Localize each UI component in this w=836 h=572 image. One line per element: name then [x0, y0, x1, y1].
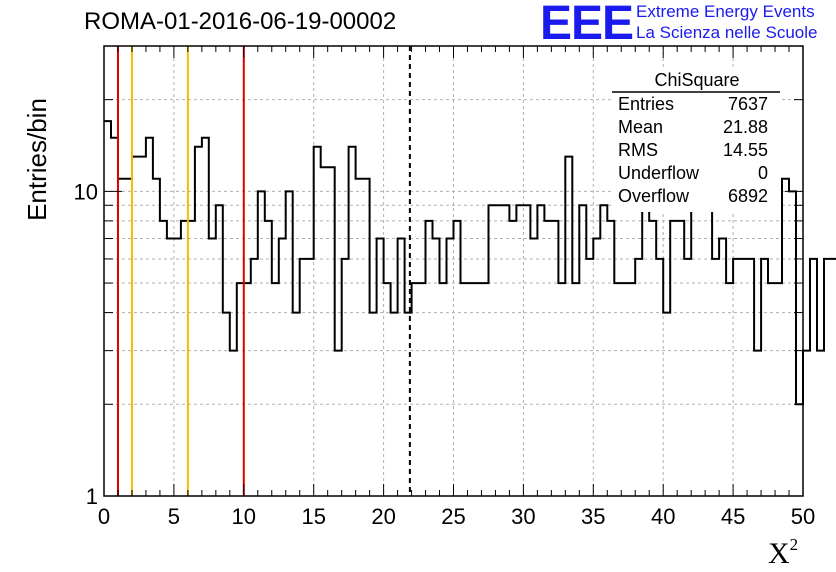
- x-tick-label: 35: [581, 504, 605, 529]
- x-tick-label: 25: [441, 504, 465, 529]
- stats-value: 0: [758, 163, 768, 183]
- stats-label: Entries: [618, 94, 674, 114]
- stats-value: 6892: [728, 186, 768, 206]
- eee-logo: EEE: [540, 0, 634, 50]
- plot-title: ROMA-01-2016-06-19-00002: [84, 8, 397, 35]
- x-axis-label-sup: 2: [789, 535, 799, 554]
- x-tick-label: 45: [721, 504, 745, 529]
- y-tick-label: 1: [86, 484, 98, 509]
- y-tick-label: 10: [74, 179, 98, 204]
- stats-value: 7637: [728, 94, 768, 114]
- stats-label: Underflow: [618, 163, 700, 183]
- histogram-series: [104, 120, 836, 406]
- x-tick-label: 30: [511, 504, 535, 529]
- x-tick-label: 20: [371, 504, 395, 529]
- stats-value: 21.88: [723, 117, 768, 137]
- x-tick-label: 40: [651, 504, 675, 529]
- x-tick-label: 50: [791, 504, 815, 529]
- x-tick-label: 15: [301, 504, 325, 529]
- stats-value: 14.55: [723, 140, 768, 160]
- logo-line-2: La Scienza nelle Scuole: [636, 23, 818, 42]
- x-tick-label: 5: [168, 504, 180, 529]
- stats-label: Overflow: [618, 186, 690, 206]
- logo-line-1: Extreme Energy Events: [636, 2, 815, 21]
- stats-title: ChiSquare: [654, 70, 739, 90]
- x-tick-label: 0: [98, 504, 110, 529]
- x-axis-label-base: X: [768, 537, 790, 570]
- stats-label: Mean: [618, 117, 663, 137]
- x-axis-label: X2: [768, 535, 798, 571]
- x-tick-label: 10: [232, 504, 256, 529]
- stats-label: RMS: [618, 140, 658, 160]
